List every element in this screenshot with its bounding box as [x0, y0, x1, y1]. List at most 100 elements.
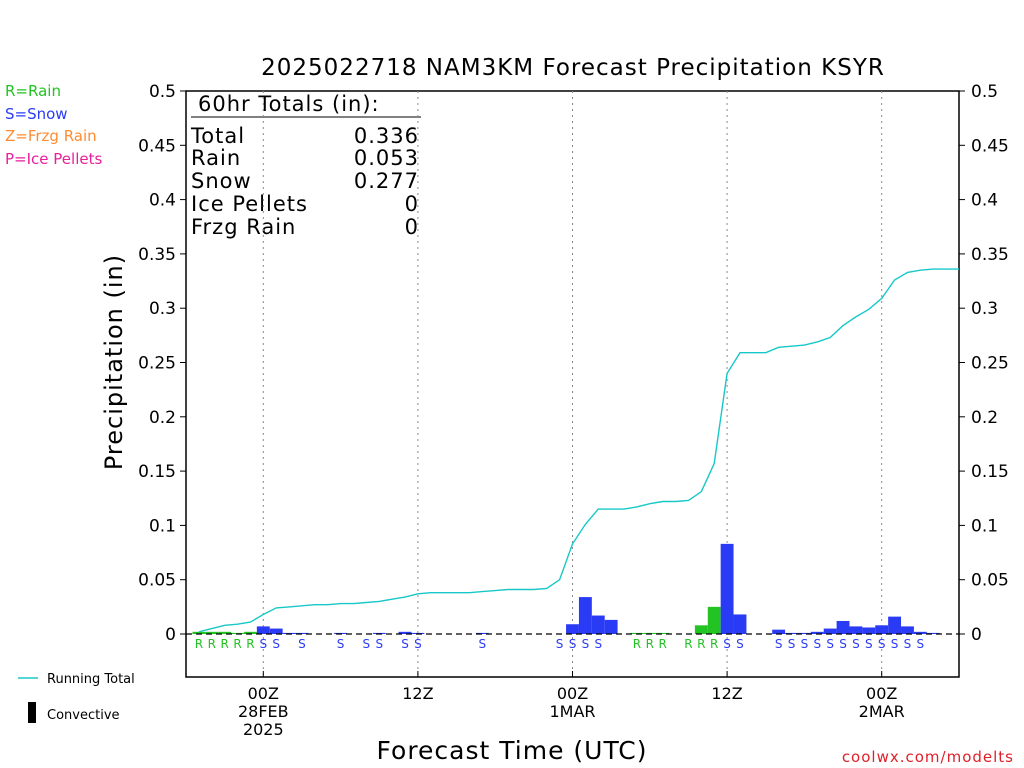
snow-bar-25: [901, 626, 914, 634]
snow-bar-8: [475, 632, 489, 634]
type-label-26: S: [775, 637, 783, 651]
legend-frzg-rain: Z=Frzg Rain: [5, 127, 97, 145]
type-label-27: S: [788, 637, 796, 651]
x-tick-label-0-0: 00Z: [248, 684, 279, 703]
y-tick-label-right-8: 0.4: [971, 191, 998, 211]
snow-bar-6: [398, 631, 412, 634]
snow-bar-18: [810, 631, 824, 634]
totals-box: 60hr Totals (in): Total 0.336 Rain 0.053…: [190, 92, 421, 239]
snow-bar-20: [836, 620, 850, 634]
snow-bar-11: [591, 615, 605, 634]
type-label-4: R: [246, 637, 254, 651]
type-label-22: R: [697, 637, 705, 651]
type-label-33: S: [865, 637, 873, 651]
totals-label-snow: Snow: [191, 169, 252, 193]
x-axis-label: Forecast Time (UTC): [377, 736, 648, 765]
type-label-1: R: [208, 637, 216, 651]
y-tick-label-left-6: 0.3: [149, 299, 176, 319]
y-tick-label-right-5: 0.25: [971, 354, 1009, 374]
type-label-16: S: [582, 637, 590, 651]
type-label-37: S: [917, 637, 925, 651]
type-label-10: S: [375, 637, 383, 651]
totals-value-ice-pellets: 0: [405, 192, 419, 216]
snow-bar-15: [772, 629, 786, 634]
type-label-13: S: [479, 637, 487, 651]
legend-rain: R=Rain: [5, 82, 61, 100]
type-label-8: S: [337, 637, 345, 651]
y-tick-label-right-2: 0.1: [971, 516, 998, 536]
legend-ice-pellets: P=Ice Pellets: [5, 150, 102, 168]
y-tick-label-right-4: 0.2: [971, 408, 998, 428]
y-tick-label-left-10: 0.5: [149, 82, 176, 102]
rain-bar-1: [205, 631, 219, 634]
type-label-11: S: [401, 637, 409, 651]
y-tick-label-left-4: 0.2: [149, 408, 176, 428]
type-label-3: R: [233, 637, 241, 651]
type-label-20: R: [659, 637, 667, 651]
y-tick-label-right-1: 0.05: [971, 571, 1009, 591]
rain-bar-9: [707, 606, 721, 634]
y-tick-label-left-8: 0.4: [149, 191, 176, 211]
y-tick-label-right-0: 0: [971, 625, 982, 645]
snow-bar-9: [566, 624, 579, 634]
type-label-24: S: [723, 637, 731, 651]
type-label-12: S: [414, 637, 422, 651]
type-label-32: S: [852, 637, 860, 651]
legend-convective: Convective: [47, 708, 120, 723]
totals-value-total: 0.336: [354, 124, 419, 148]
x-tick-label-3-0: 12Z: [711, 684, 742, 703]
type-label-5: S: [259, 637, 267, 651]
x-tick-label-4-0: 00Z: [866, 684, 897, 703]
snow-bar-21: [849, 626, 863, 634]
type-label-34: S: [878, 637, 886, 651]
totals-label-ice-pellets: Ice Pellets: [191, 192, 308, 216]
y-tick-label-right-7: 0.35: [971, 245, 1009, 265]
totals-label-rain: Rain: [191, 146, 241, 170]
type-label-6: S: [272, 637, 280, 651]
type-label-28: S: [801, 637, 809, 651]
credit-text: coolwx.com/modelts: [842, 748, 1014, 766]
y-tick-label-left-2: 0.1: [149, 516, 176, 536]
rain-bar-7: [656, 632, 670, 634]
x-tick-label-4-1: 2MAR: [859, 702, 905, 721]
y-tick-label-left-1: 0.05: [138, 571, 176, 591]
x-tick-label-0-2: 2025: [243, 720, 284, 739]
rain-bar-4: [243, 631, 257, 634]
legend-convective-swatch: [28, 702, 36, 723]
type-label-18: R: [633, 637, 641, 651]
y-tick-label-right-10: 0.5: [971, 82, 998, 102]
type-label-14: S: [556, 637, 564, 651]
totals-header: 60hr Totals (in):: [198, 92, 380, 116]
totals-value-snow: 0.277: [354, 169, 419, 193]
x-tick-label-0-1: 28FEB: [238, 702, 289, 721]
legend-running-total: Running Total: [47, 672, 135, 687]
legend-snow: S=Snow: [5, 105, 68, 123]
snow-bar-26: [913, 631, 927, 634]
y-tick-label-left-9: 0.45: [138, 136, 176, 156]
totals-value-frzg-rain: 0: [405, 215, 419, 239]
plot-area: 0 00.05 0.050.1 0.10.15 0.150.2 0.20.25 0.250.…: [138, 82, 1009, 739]
snow-bar-17: [797, 632, 811, 634]
type-label-17: S: [594, 637, 602, 651]
y-tick-label-left-5: 0.25: [138, 354, 176, 374]
type-label-0: R: [195, 637, 203, 651]
snow-bar-10: [578, 597, 592, 634]
type-label-36: S: [904, 637, 912, 651]
x-tick-label-1-0: 12Z: [402, 684, 433, 703]
y-tick-label-left-3: 0.15: [138, 462, 176, 482]
type-label-9: S: [363, 637, 371, 651]
type-label-30: S: [826, 637, 834, 651]
snow-bar-14: [733, 614, 747, 634]
totals-value-rain: 0.053: [354, 146, 419, 170]
rain-bar-0: [192, 631, 206, 634]
rain-bar-8: [694, 625, 708, 634]
type-label-31: S: [839, 637, 847, 651]
chart-title: 2025022718 NAM3KM Forecast Precipitation…: [261, 55, 885, 81]
type-label-29: S: [813, 637, 821, 651]
x-tick-label-2-1: 1MAR: [549, 702, 595, 721]
y-axis-label: Precipitation (in): [100, 254, 128, 470]
type-label-2: R: [220, 637, 228, 651]
snow-bar-13: [720, 543, 734, 634]
snow-bar-19: [823, 628, 837, 634]
